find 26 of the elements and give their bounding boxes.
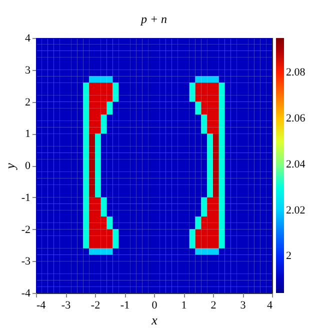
x-tick-label: -4: [36, 300, 46, 312]
chart-title: p + n: [140, 12, 168, 26]
y-tick-label: 3: [25, 64, 31, 76]
color-bar-label: 2.06: [286, 112, 306, 124]
y-tick-label: -1: [21, 192, 30, 204]
color-bar-label: 2.08: [286, 66, 306, 78]
color-bar-label: 2.04: [286, 158, 306, 170]
x-tick-label: 0: [152, 300, 158, 312]
y-tick-label: 0: [25, 160, 31, 172]
y-axis-title: y: [2, 162, 18, 171]
y-tick-label: -3: [21, 256, 31, 268]
color-bar-label: 2: [286, 250, 292, 262]
x-tick-label: 4: [267, 300, 273, 312]
x-tick-label: 2: [210, 300, 216, 312]
y-tick-label: 4: [25, 32, 31, 44]
x-axis-title: x: [150, 312, 158, 328]
x-tick-label: 3: [240, 300, 246, 312]
y-tick-label: -4: [21, 288, 31, 300]
x-tick-label: -2: [90, 300, 100, 312]
x-tick-label: -3: [61, 300, 72, 312]
y-tick-label: 1: [25, 128, 30, 140]
y-tick-label: -2: [21, 224, 30, 236]
color-bar-label: 2.02: [286, 204, 306, 216]
y-tick-label: 2: [25, 96, 30, 108]
x-tick-label: 1: [181, 300, 187, 312]
x-tick-label: -1: [120, 300, 130, 312]
